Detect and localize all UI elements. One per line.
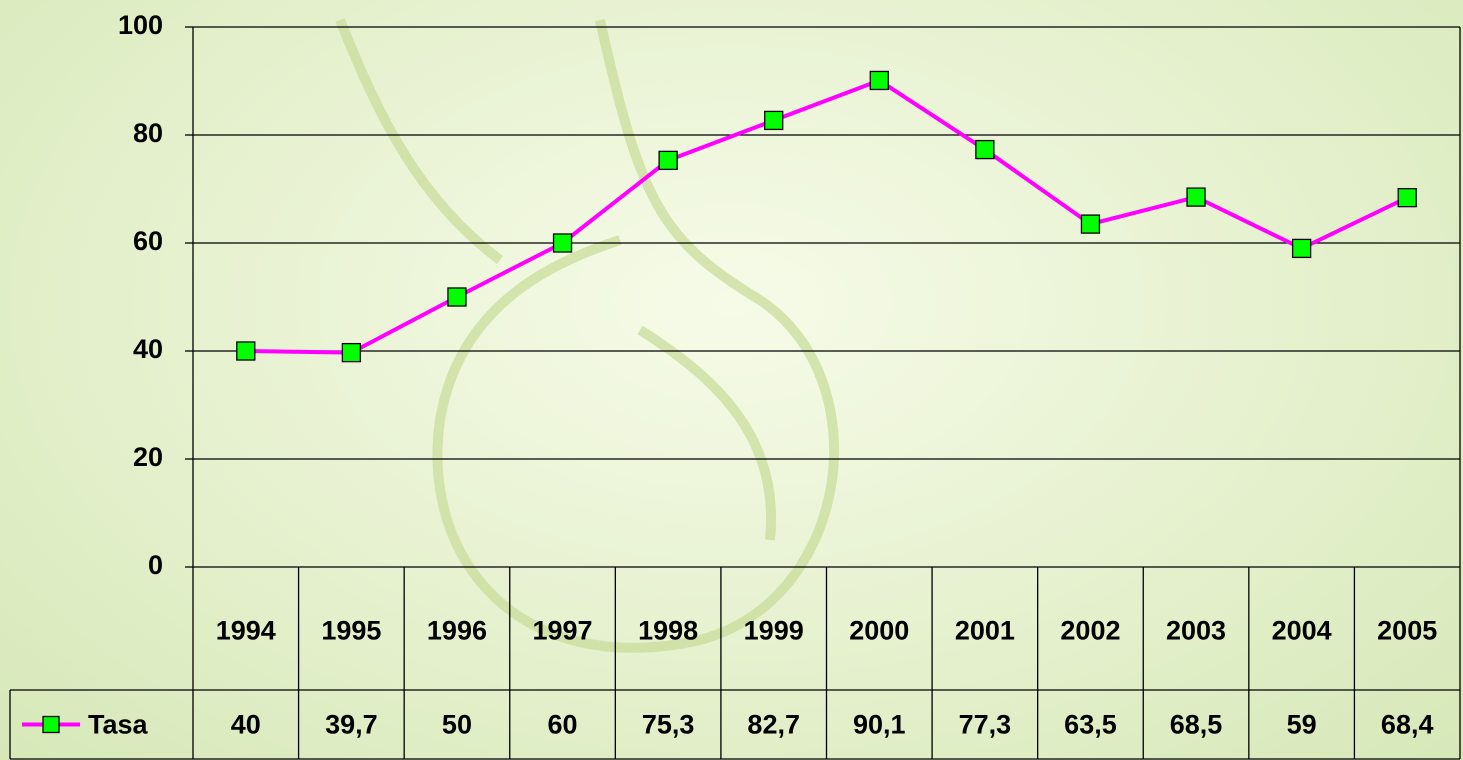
value-label: 60 xyxy=(548,710,578,740)
y-tick-label: 0 xyxy=(148,550,163,580)
marker xyxy=(1186,187,1206,207)
x-tick-label: 1995 xyxy=(321,616,381,646)
legend-marker xyxy=(42,715,60,734)
y-tick-label: 60 xyxy=(133,226,163,256)
x-tick-label: 2000 xyxy=(849,616,909,646)
marker xyxy=(1291,238,1312,259)
marker xyxy=(764,110,784,131)
series-line xyxy=(245,78,1409,355)
value-label: 68,4 xyxy=(1381,710,1434,740)
value-label: 68,5 xyxy=(1170,710,1223,740)
marker xyxy=(341,342,362,363)
x-tick-label: 1996 xyxy=(427,616,487,646)
marker xyxy=(658,150,678,171)
value-label: 90,1 xyxy=(853,710,906,740)
value-label: 40 xyxy=(231,710,261,740)
x-tick-label: 2002 xyxy=(1060,616,1120,646)
marker xyxy=(447,287,467,307)
value-label: 77,3 xyxy=(959,710,1012,740)
marker xyxy=(869,70,889,91)
value-label: 82,7 xyxy=(747,710,800,740)
y-tick-label: 20 xyxy=(133,442,163,472)
x-tick-label: 1999 xyxy=(744,616,804,646)
legend-label: Tasa xyxy=(88,710,149,740)
x-tick-label: 2003 xyxy=(1166,616,1226,646)
x-tick-label: 1997 xyxy=(533,616,593,646)
marker xyxy=(975,139,995,160)
marker xyxy=(1397,187,1417,208)
x-tick-label: 2001 xyxy=(955,616,1015,646)
marker xyxy=(236,341,256,361)
marker xyxy=(552,233,573,253)
x-tick-label: 2005 xyxy=(1377,616,1437,646)
value-label: 50 xyxy=(442,710,472,740)
marker xyxy=(1080,214,1101,234)
x-tick-label: 1994 xyxy=(216,616,276,646)
value-label: 63,5 xyxy=(1064,710,1117,740)
x-tick-label: 2004 xyxy=(1272,616,1332,646)
watermark xyxy=(335,18,839,653)
y-tick-label: 80 xyxy=(133,118,163,148)
value-label: 39,7 xyxy=(325,710,378,740)
x-tick-label: 1998 xyxy=(638,616,698,646)
value-label: 75,3 xyxy=(642,710,695,740)
value-label: 59 xyxy=(1287,710,1317,740)
y-tick-label: 40 xyxy=(133,334,163,364)
y-tick-label: 100 xyxy=(118,10,163,40)
